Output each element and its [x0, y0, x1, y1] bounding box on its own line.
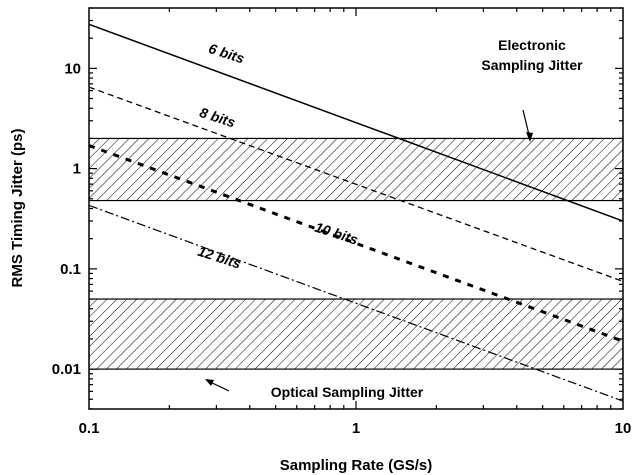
axis-tick-labels: 0.1 1 10 0.01 0.1 1 10	[52, 60, 632, 437]
x-tick-label: 0.1	[79, 420, 100, 437]
y-axis-title: RMS Timing Jitter (ps)	[9, 129, 26, 288]
x-tick-label: 10	[615, 420, 632, 437]
optical-jitter-label: Optical Sampling Jitter	[271, 384, 424, 400]
jitter-band-1	[89, 298, 623, 370]
series-label-10-bits: 10 bits	[313, 219, 360, 248]
series-line-10-bits	[89, 144, 623, 343]
series-line-8-bits	[89, 86, 623, 283]
series-label-12-bits: 12 bits	[196, 243, 243, 272]
series-line-6-bits	[89, 23, 623, 222]
y-tick-label: 1	[73, 161, 81, 178]
series-label-6-bits: 6 bits	[207, 40, 247, 67]
y-tick-label: 0.1	[60, 261, 81, 278]
x-axis-title: Sampling Rate (GS/s)	[280, 457, 433, 474]
optical-jitter-arrowhead	[205, 379, 214, 386]
series-line-12-bits	[89, 204, 623, 402]
electronic-jitter-label-line1: Electronic	[498, 37, 566, 53]
electronic-jitter-label-line2: Sampling Jitter	[481, 57, 583, 73]
axis-ticks	[89, 7, 623, 410]
jitter-bands	[89, 137, 623, 370]
y-tick-label: 10	[64, 60, 81, 77]
series-label-8-bits: 8 bits	[198, 104, 238, 131]
series-lines	[89, 23, 623, 402]
x-tick-label: 1	[352, 420, 360, 437]
electronic-jitter-arrowhead	[526, 132, 533, 142]
chart-annotations: 6 bits 8 bits 10 bits 12 bits Electronic…	[196, 37, 583, 400]
jitter-band-0	[89, 137, 623, 202]
y-tick-label: 0.01	[52, 361, 81, 378]
